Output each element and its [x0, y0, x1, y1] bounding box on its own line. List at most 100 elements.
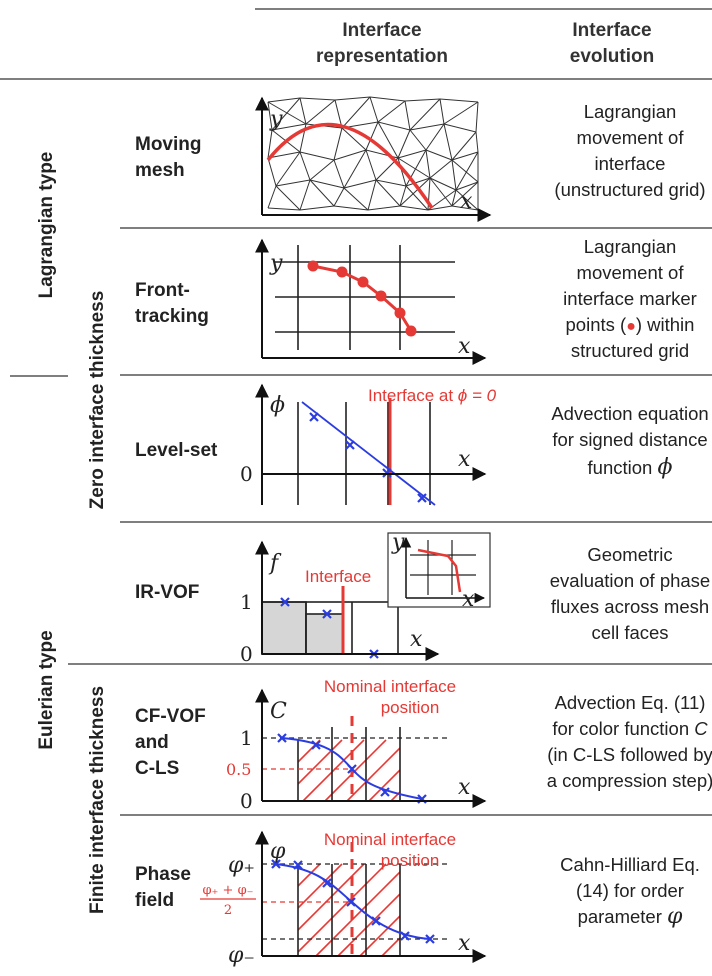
mesh-edge — [405, 149, 427, 187]
mesh-edge — [397, 157, 431, 179]
mesh-edge — [451, 131, 477, 161]
cf-vof-cross-1 — [277, 733, 287, 743]
cf-vof-one-label: 1 — [240, 726, 253, 750]
cf-vof-hatching — [297, 739, 401, 802]
evolution-front-tracking-line3: interface marker — [563, 288, 697, 309]
evolution-level-set: Advection equation for signed distance f… — [551, 403, 708, 480]
level-set-x-label: x — [458, 447, 471, 472]
row-label-cf-vof-2: and — [135, 732, 169, 753]
moving-mesh-diagram: y x — [255, 96, 492, 222]
mesh-edge — [267, 157, 277, 187]
mesh-edge — [455, 151, 479, 191]
mesh-edge — [405, 185, 429, 211]
phase-field-plus-label: φ₊ — [228, 853, 255, 878]
mesh-edge — [271, 97, 301, 131]
mesh-edge — [425, 149, 431, 179]
row-label-phase-field-2: field — [135, 890, 174, 911]
mesh-edge — [334, 99, 343, 129]
front-tracking-diagram: y x — [255, 238, 487, 365]
mesh-edge — [377, 121, 411, 131]
mesh-edge — [399, 185, 407, 207]
mesh-edge — [271, 123, 307, 131]
mesh-edge — [299, 179, 311, 211]
phase-field-mid-numerator: φ₊ + φ₋ — [202, 883, 253, 898]
phase-field-cross-4 — [346, 897, 356, 907]
mesh-edge — [267, 185, 277, 209]
front-tracking-x-label: x — [458, 334, 471, 359]
phase-field-cross-6 — [400, 931, 410, 941]
ir-vof-zero-label: 0 — [240, 642, 253, 666]
mesh-edge — [429, 177, 457, 191]
mesh-edge — [397, 157, 407, 187]
mesh-edge — [399, 205, 429, 211]
evolution-front-tracking-line4b: ) within — [636, 314, 695, 335]
mesh-edge — [267, 207, 301, 211]
mesh-edge — [333, 127, 343, 161]
mesh-edge — [367, 205, 401, 211]
mesh-edge — [397, 149, 427, 159]
phase-field-minus-label: φ₋ — [228, 943, 255, 968]
mesh-edge — [451, 151, 479, 161]
evolution-level-set-line1: Advection equation — [551, 403, 708, 424]
evolution-ir-vof: Geometric evaluation of phase fluxes acr… — [550, 544, 710, 643]
evolution-moving-mesh: Lagrangian movement of interface (unstru… — [554, 101, 705, 200]
ir-vof-cell-full — [261, 601, 307, 655]
mesh-edge — [377, 121, 399, 159]
cf-vof-x-label: x — [458, 775, 471, 800]
cf-vof-annotation-line1: Nominal interface — [324, 677, 456, 696]
phase-field-diagram: φ x φ₊ φ₋ φ₊ + φ₋ 2 Nominal interface po… — [200, 830, 487, 968]
evolution-level-set-line3a: function — [588, 457, 658, 478]
mesh-edge — [299, 205, 335, 211]
level-set-distance-line — [301, 401, 436, 506]
ir-vof-cross-2 — [322, 609, 332, 619]
phase-field-grid — [297, 864, 401, 956]
phase-field-cross-7 — [425, 934, 435, 944]
header-representation-line1: Interface — [342, 20, 421, 41]
row-label-ir-vof: IR-VOF — [135, 582, 199, 603]
evolution-ir-vof-line3: fluxes across mesh — [551, 596, 709, 617]
mesh-edge — [305, 99, 336, 125]
mesh-edge — [267, 129, 273, 159]
evolution-cf-vof-line2: for color function C — [552, 718, 708, 739]
phase-field-cross-1 — [271, 859, 281, 869]
mesh-edge — [369, 96, 379, 123]
evolution-level-set-symbol: ϕ — [657, 455, 672, 480]
evolution-cf-vof-line4: a compression step) — [547, 770, 712, 791]
mesh-edge — [333, 159, 345, 189]
phase-field-cross-2 — [293, 860, 303, 870]
mesh-edge — [369, 96, 406, 102]
hatch-line — [297, 863, 365, 931]
phase-field-y-label: φ — [270, 839, 286, 864]
front-tracking-markers — [307, 260, 417, 337]
marker-point-symbol: ● — [626, 318, 636, 335]
evolution-cf-vof-line2a: for color function — [552, 718, 694, 739]
mesh-edge — [275, 179, 311, 187]
phase-field-cross-3 — [322, 878, 332, 888]
level-set-markers — [309, 412, 427, 503]
row-label-moving-mesh-1: Moving — [135, 134, 202, 155]
mesh-edge — [429, 159, 453, 179]
evolution-cf-vof: Advection Eq. (11) for color function C … — [547, 692, 712, 791]
cf-vof-cross-4 — [380, 787, 390, 797]
mesh-edge — [399, 177, 431, 207]
group-label-finite-thickness: Finite interface thickness — [87, 686, 108, 914]
hatch-line — [297, 863, 321, 887]
mesh-edge — [365, 149, 377, 181]
mesh-edge — [343, 187, 369, 211]
cf-vof-zero-label: 0 — [240, 789, 253, 813]
mesh-edge — [409, 98, 441, 131]
mesh-edge — [443, 123, 477, 133]
ir-vof-inset-x-label: x — [462, 587, 475, 612]
mesh-edge — [451, 159, 479, 183]
mesh-edge — [309, 179, 345, 189]
group-label-zero-thickness: Zero interface thickness — [87, 291, 108, 510]
evolution-ir-vof-line1: Geometric — [587, 544, 672, 565]
marker-point-5 — [394, 307, 406, 319]
evolution-moving-mesh-line2: movement of — [577, 127, 685, 148]
evolution-front-tracking-line4a: points ( — [566, 314, 628, 335]
level-set-y-label: ϕ — [270, 393, 285, 418]
phase-field-cross-5 — [371, 916, 381, 926]
hatch-line — [297, 863, 387, 953]
mesh-edge — [275, 151, 301, 187]
